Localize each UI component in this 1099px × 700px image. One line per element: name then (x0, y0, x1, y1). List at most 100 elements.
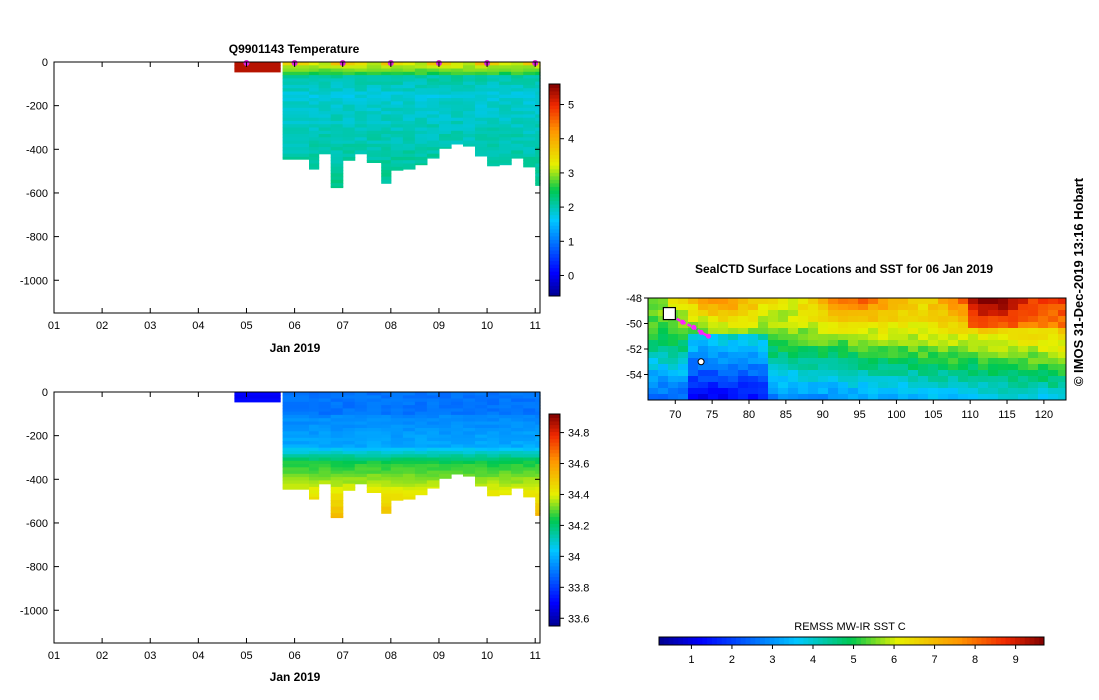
sst-cell (998, 346, 1009, 353)
data-cell (535, 179, 541, 184)
data-cell (390, 130, 404, 135)
data-cell (499, 114, 512, 119)
data-cell (330, 424, 344, 429)
sst-cell (868, 316, 879, 323)
data-cell (463, 470, 476, 475)
data-cell (499, 140, 512, 145)
data-cell (511, 124, 524, 129)
data-cell (318, 441, 332, 445)
data-cell (309, 405, 320, 409)
data-cell (487, 81, 500, 86)
data-cell (402, 401, 416, 406)
sst-cell (688, 376, 699, 383)
data-cell (475, 421, 488, 426)
data-cell (366, 147, 382, 151)
sst-cell (748, 358, 759, 365)
data-cell (523, 428, 536, 432)
sst-cell (798, 304, 809, 311)
colorbar-segment (721, 637, 727, 645)
sst-cell (808, 334, 819, 341)
sst-cell (768, 352, 779, 359)
sst-map-title: SealCTD Surface Locations and SST for 06… (695, 262, 993, 276)
sst-cell (1038, 304, 1049, 311)
data-cell (402, 428, 416, 432)
data-cell (342, 395, 356, 400)
data-cell (366, 392, 382, 396)
colorbar-segment (549, 200, 560, 205)
data-cell (282, 81, 310, 86)
data-cell (511, 483, 524, 488)
colorbar-segment (549, 133, 560, 138)
data-cell (511, 88, 524, 93)
sst-cell (968, 364, 979, 371)
data-cell (354, 454, 368, 459)
data-cell (511, 431, 524, 436)
profile-column (309, 392, 320, 500)
data-cell (381, 166, 392, 171)
sst-cell (1028, 340, 1039, 347)
sst-cell (818, 364, 829, 371)
sst-cell (1058, 394, 1067, 401)
sst-cell (678, 364, 689, 371)
sst-cell (1048, 304, 1059, 311)
sst-cell (668, 340, 679, 347)
data-cell (381, 104, 392, 109)
colorbar-segment (549, 491, 560, 496)
sst-cell (678, 394, 689, 401)
data-cell (366, 88, 382, 93)
sst-cell (758, 298, 769, 305)
data-cell (342, 431, 356, 436)
sst-cell (898, 316, 909, 323)
data-cell (523, 153, 536, 158)
data-cell (390, 434, 404, 439)
data-cell (451, 401, 464, 406)
data-cell (342, 140, 356, 145)
sst-cell (648, 388, 659, 395)
data-cell (463, 447, 476, 452)
x-tick-label: 05 (240, 650, 252, 662)
data-cell (390, 486, 404, 491)
sst-cell (688, 364, 699, 371)
data-cell (390, 473, 404, 478)
data-cell (309, 140, 320, 145)
data-cell (309, 467, 320, 472)
data-cell (390, 101, 404, 106)
data-cell (381, 84, 392, 89)
data-cell (463, 444, 476, 449)
data-cell (342, 411, 356, 416)
colorbar-segment (716, 637, 723, 645)
data-cell (381, 444, 392, 449)
sst-cell (758, 352, 769, 359)
colorbar-segment (890, 637, 896, 645)
data-cell (354, 75, 368, 79)
data-cell (451, 444, 464, 449)
sst-cell (858, 304, 869, 311)
sst-cell (728, 364, 739, 371)
data-cell (402, 480, 416, 485)
data-cell (342, 143, 356, 148)
data-cell (523, 405, 536, 409)
map-x-tick-label: 90 (817, 409, 829, 421)
sst-cell (718, 322, 729, 329)
data-cell (414, 62, 428, 66)
sst-cell (988, 334, 999, 341)
data-cell (414, 460, 428, 465)
data-cell (342, 460, 356, 465)
sst-cell (758, 394, 769, 401)
data-cell (451, 460, 464, 465)
data-cell (309, 68, 320, 73)
colorbar-segment (736, 637, 742, 645)
data-cell (318, 480, 332, 485)
data-cell (475, 457, 488, 462)
data-cell (354, 98, 368, 102)
data-cell (309, 490, 320, 495)
sst-cell (798, 352, 809, 359)
data-cell (535, 117, 541, 122)
sst-cell (728, 388, 739, 395)
colorbar-segment (549, 470, 560, 475)
data-cell (402, 441, 416, 445)
colorbar-segment (549, 182, 560, 187)
colorbar-segment (549, 122, 560, 127)
x-tick-label: 03 (144, 320, 156, 332)
data-cell (309, 71, 320, 76)
